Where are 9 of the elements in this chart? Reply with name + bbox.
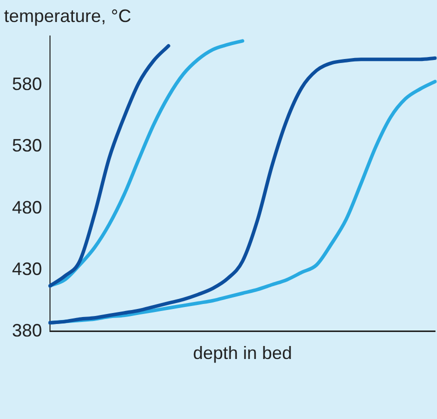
- y-tick-label: 480: [12, 197, 42, 218]
- x-axis-title: depth in bed: [192, 343, 292, 364]
- y-tick-label: 530: [12, 136, 42, 156]
- y-tick-label: 430: [12, 258, 42, 279]
- line-series: [48, 39, 244, 288]
- y-tick-label: 580: [12, 74, 42, 94]
- y-axis-title: temperature, °C: [4, 6, 132, 26]
- y-tick-label: 380: [12, 320, 42, 340]
- line-series: [48, 44, 170, 288]
